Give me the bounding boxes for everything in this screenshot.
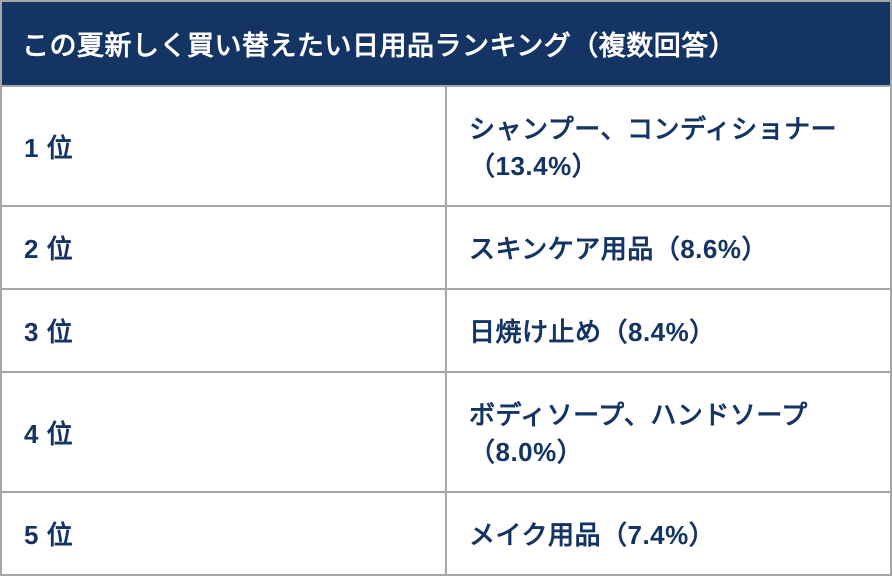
table-row: 5 位 メイク用品（7.4%） xyxy=(1,492,891,575)
rank-cell: 2 位 xyxy=(1,206,446,289)
table-row: 3 位 日焼け止め（8.4%） xyxy=(1,289,891,372)
item-cell: スキンケア用品（8.6%） xyxy=(446,206,891,289)
table-header-row: この夏新しく買い替えたい日用品ランキング（複数回答） xyxy=(1,1,891,86)
item-cell: メイク用品（7.4%） xyxy=(446,492,891,575)
table-row: 2 位 スキンケア用品（8.6%） xyxy=(1,206,891,289)
item-cell: ボディソープ、ハンドソープ（8.0%） xyxy=(446,372,891,492)
rank-cell: 5 位 xyxy=(1,492,446,575)
item-cell: シャンプー、コンディショナー（13.4%） xyxy=(446,86,891,206)
item-cell: 日焼け止め（8.4%） xyxy=(446,289,891,372)
rank-cell: 3 位 xyxy=(1,289,446,372)
table-title: この夏新しく買い替えたい日用品ランキング（複数回答） xyxy=(1,1,891,86)
rank-cell: 4 位 xyxy=(1,372,446,492)
rank-cell: 1 位 xyxy=(1,86,446,206)
table-row: 1 位 シャンプー、コンディショナー（13.4%） xyxy=(1,86,891,206)
ranking-table: この夏新しく買い替えたい日用品ランキング（複数回答） 1 位 シャンプー、コンデ… xyxy=(0,0,892,576)
table-row: 4 位 ボディソープ、ハンドソープ（8.0%） xyxy=(1,372,891,492)
table-body: 1 位 シャンプー、コンディショナー（13.4%） 2 位 スキンケア用品（8.… xyxy=(1,86,891,575)
